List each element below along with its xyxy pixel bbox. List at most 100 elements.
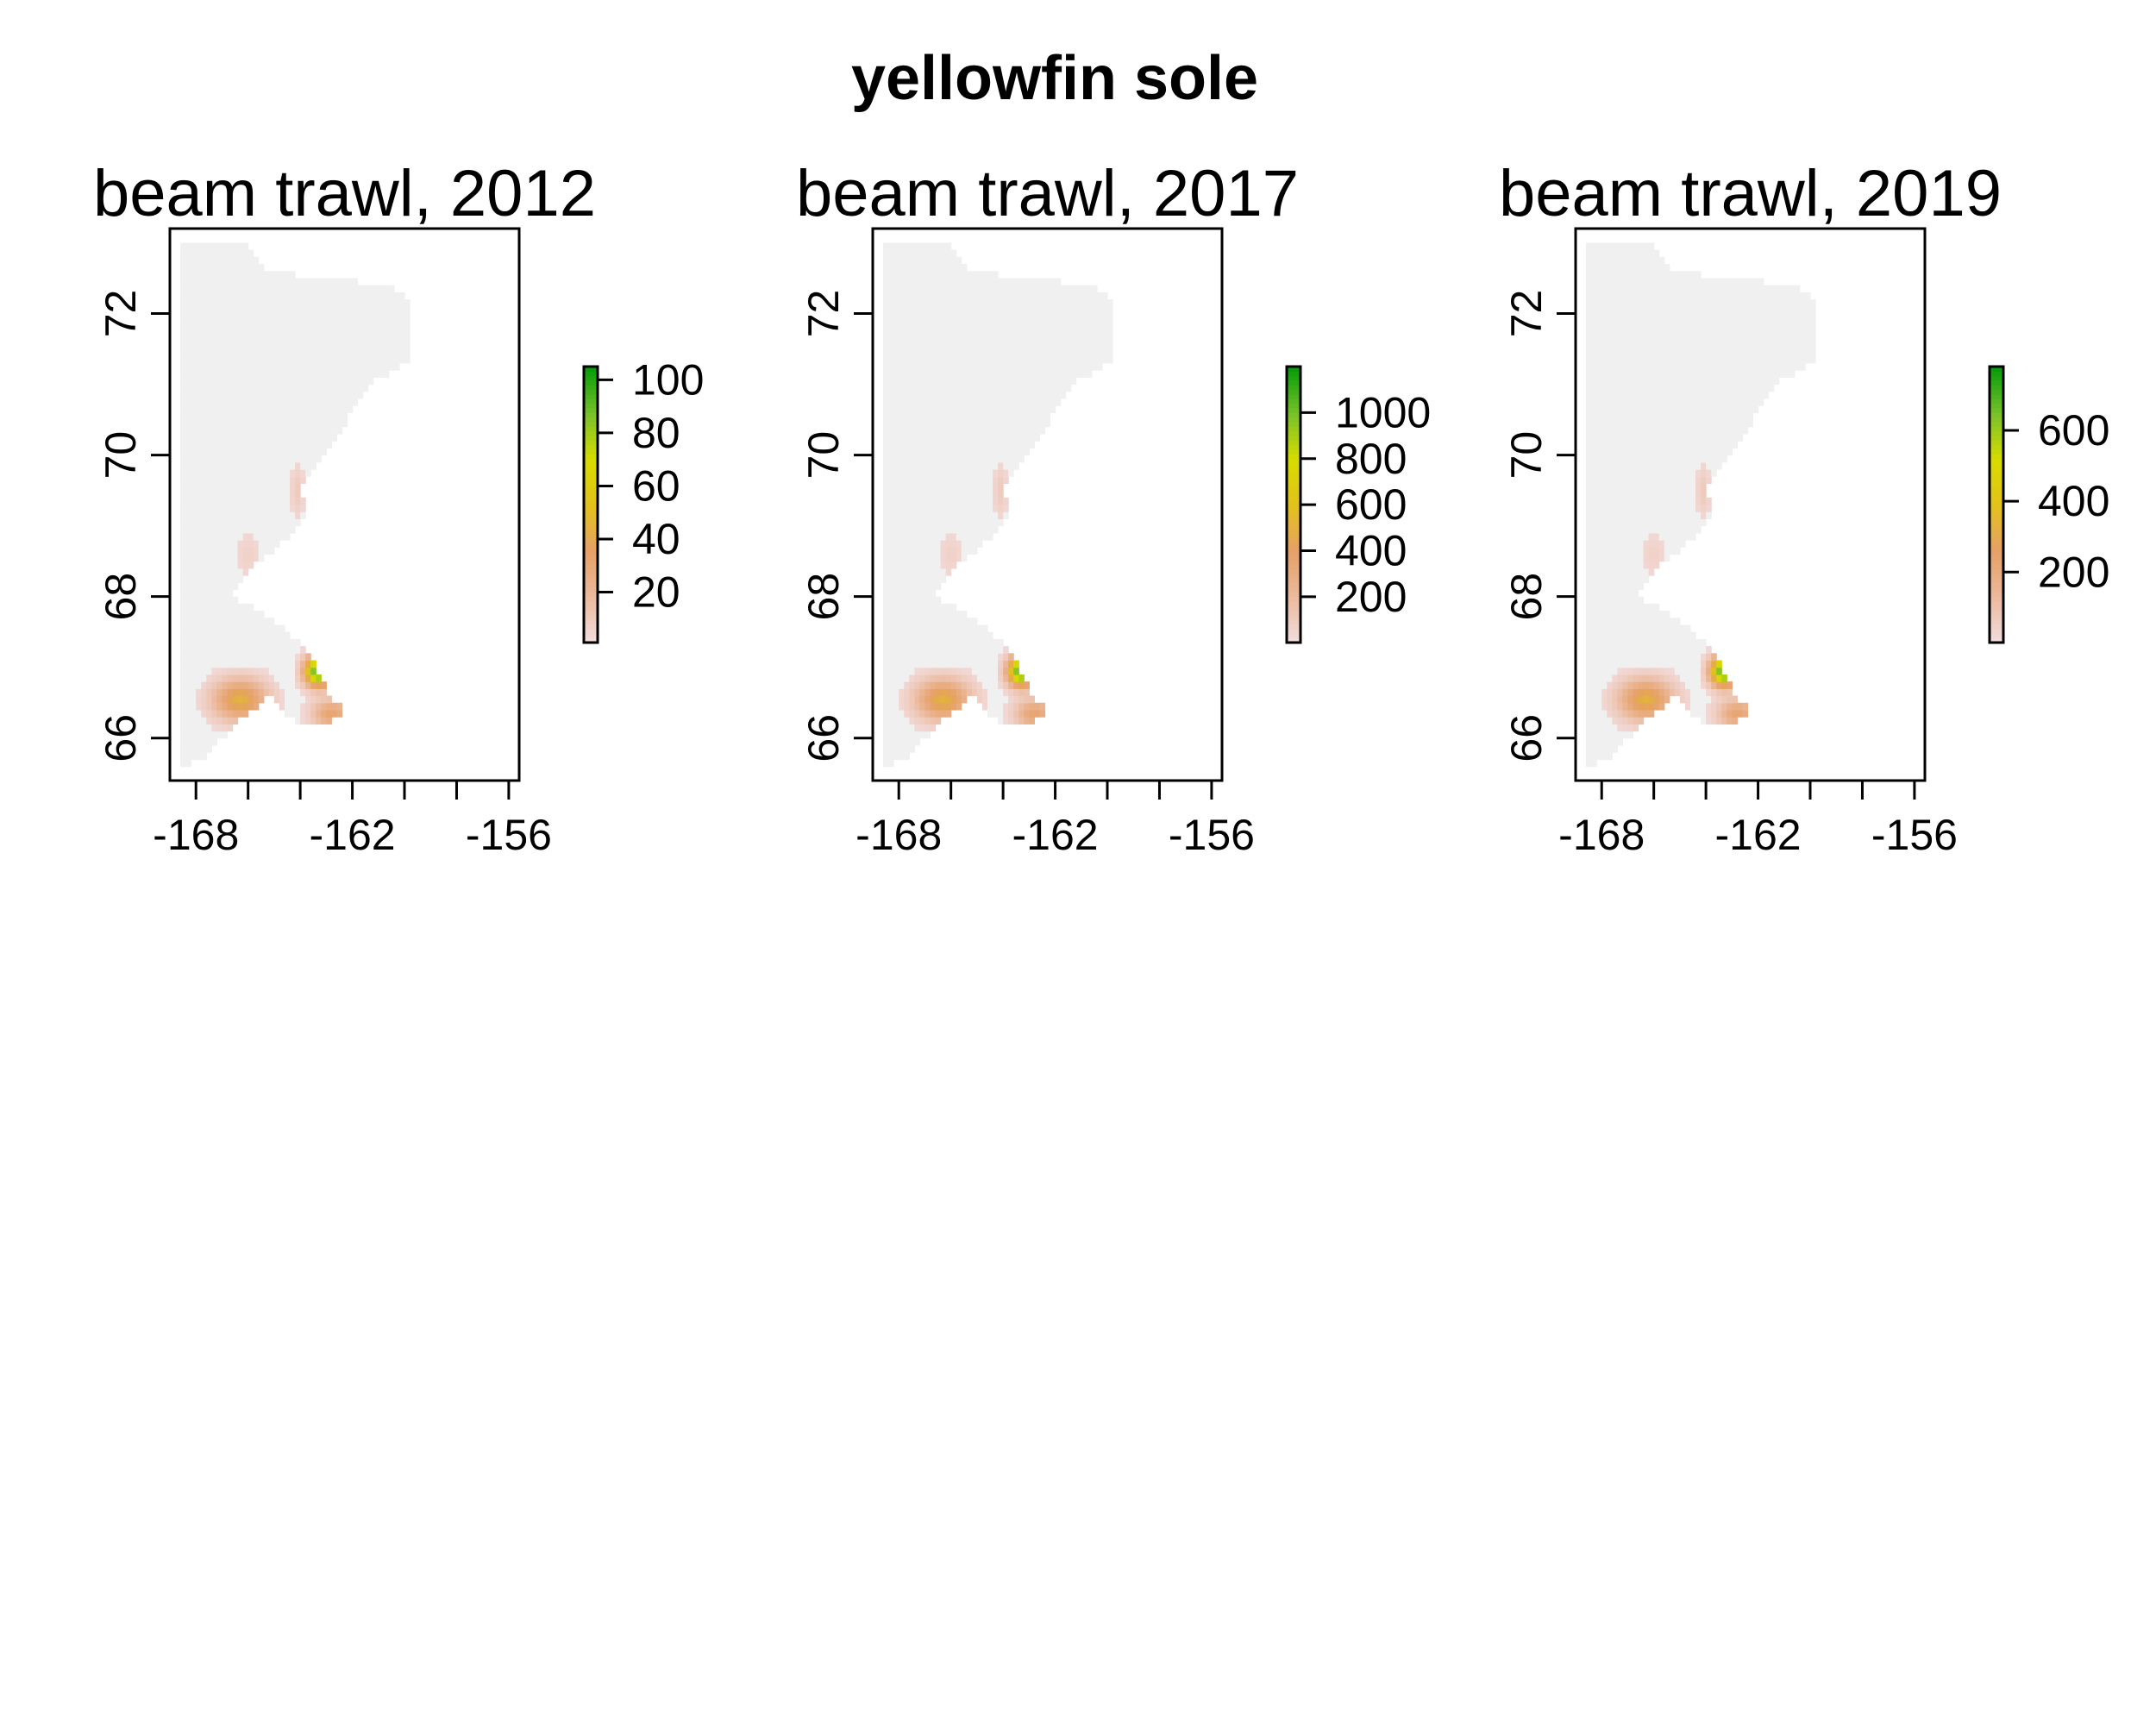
raster-cell bbox=[258, 327, 265, 336]
raster-cell bbox=[909, 483, 915, 492]
raster-cell bbox=[914, 646, 920, 654]
raster-cell bbox=[904, 285, 910, 293]
raster-cell bbox=[373, 320, 379, 329]
raster-cell bbox=[347, 299, 354, 307]
raster-cell bbox=[185, 724, 191, 732]
raster-cell bbox=[1607, 618, 1613, 626]
raster-cell bbox=[321, 412, 327, 421]
raster-cell bbox=[899, 483, 905, 492]
raster-cell bbox=[1643, 426, 1650, 435]
raster-cell bbox=[1627, 582, 1634, 591]
raster-cell bbox=[336, 377, 343, 386]
raster-cell bbox=[1013, 362, 1019, 371]
y-tick-label: 68 bbox=[97, 573, 145, 621]
raster-cell bbox=[196, 391, 202, 399]
raster-cell bbox=[1013, 681, 1019, 689]
raster-cell bbox=[1591, 256, 1597, 265]
raster-cell bbox=[1008, 327, 1014, 336]
raster-cell bbox=[211, 505, 217, 512]
raster-cell bbox=[1601, 468, 1608, 477]
raster-cell bbox=[966, 412, 973, 421]
raster-cell bbox=[201, 631, 207, 640]
raster-cell bbox=[248, 674, 254, 682]
raster-cell bbox=[305, 688, 311, 697]
raster-cell bbox=[945, 448, 952, 456]
raster-cell bbox=[242, 702, 249, 711]
raster-cell bbox=[909, 525, 915, 534]
raster-cell bbox=[966, 540, 973, 548]
raster-cell bbox=[966, 547, 973, 555]
raster-cell bbox=[1591, 249, 1597, 258]
raster-cell bbox=[258, 455, 265, 463]
raster-cell bbox=[242, 490, 249, 499]
raster-cell bbox=[1633, 511, 1639, 520]
raster-cell bbox=[290, 327, 296, 336]
raster-cell bbox=[914, 433, 920, 442]
raster-cell bbox=[237, 327, 244, 336]
raster-cell bbox=[180, 717, 186, 724]
raster-cell bbox=[404, 313, 411, 322]
raster-cell bbox=[1648, 441, 1655, 448]
raster-cell bbox=[242, 483, 249, 492]
raster-cell bbox=[321, 355, 327, 364]
raster-cell bbox=[1648, 292, 1655, 300]
raster-cell bbox=[1607, 731, 1613, 739]
raster-cell bbox=[950, 278, 957, 286]
raster-cell bbox=[191, 342, 197, 350]
raster-cell bbox=[1653, 624, 1660, 633]
raster-cell bbox=[893, 589, 899, 598]
raster-cell bbox=[357, 320, 364, 329]
raster-cell bbox=[1633, 370, 1639, 378]
raster-cell bbox=[971, 624, 978, 633]
raster-cell bbox=[232, 299, 239, 307]
raster-cell bbox=[1596, 561, 1602, 569]
raster-cell bbox=[1596, 242, 1602, 251]
raster-cell bbox=[1627, 448, 1634, 456]
raster-cell bbox=[1612, 505, 1618, 512]
raster-cell bbox=[909, 695, 915, 704]
raster-cell bbox=[206, 547, 212, 555]
raster-cell bbox=[211, 582, 217, 591]
raster-cell bbox=[919, 695, 926, 704]
raster-cell bbox=[367, 313, 374, 322]
raster-cell bbox=[222, 702, 229, 711]
raster-cell bbox=[950, 412, 957, 421]
raster-cell bbox=[1622, 603, 1629, 612]
raster-cell bbox=[899, 468, 905, 477]
raster-cell bbox=[227, 575, 234, 583]
raster-cell bbox=[893, 752, 899, 760]
raster-cell bbox=[185, 695, 191, 704]
raster-cell bbox=[998, 320, 1004, 329]
raster-cell bbox=[976, 327, 983, 336]
raster-cell bbox=[1648, 709, 1655, 718]
raster-cell bbox=[321, 313, 327, 322]
legend-swatch bbox=[1287, 486, 1300, 492]
raster-cell bbox=[1617, 355, 1623, 364]
legend-swatch bbox=[1287, 403, 1300, 409]
raster-cell bbox=[180, 589, 186, 598]
raster-cell bbox=[185, 476, 191, 484]
raster-cell bbox=[326, 335, 332, 342]
raster-cell bbox=[1612, 589, 1618, 598]
raster-cell bbox=[1648, 455, 1655, 463]
raster-cell bbox=[1081, 299, 1087, 307]
raster-cell bbox=[1638, 688, 1645, 697]
raster-cell bbox=[180, 724, 186, 732]
raster-cell bbox=[919, 377, 926, 386]
raster-cell bbox=[909, 638, 915, 647]
raster-cell bbox=[888, 744, 894, 753]
raster-cell bbox=[1607, 638, 1613, 647]
raster-cell bbox=[300, 391, 306, 399]
raster-cell bbox=[956, 384, 962, 392]
raster-cell bbox=[290, 505, 296, 512]
raster-cell bbox=[909, 264, 915, 272]
raster-cell bbox=[305, 419, 311, 428]
raster-cell bbox=[899, 582, 905, 591]
raster-cell bbox=[196, 285, 202, 293]
raster-cell bbox=[1612, 292, 1618, 300]
raster-cell bbox=[909, 271, 915, 279]
raster-cell bbox=[268, 355, 275, 364]
raster-cell bbox=[893, 313, 899, 322]
raster-cell bbox=[956, 653, 962, 662]
raster-cell bbox=[930, 547, 937, 555]
